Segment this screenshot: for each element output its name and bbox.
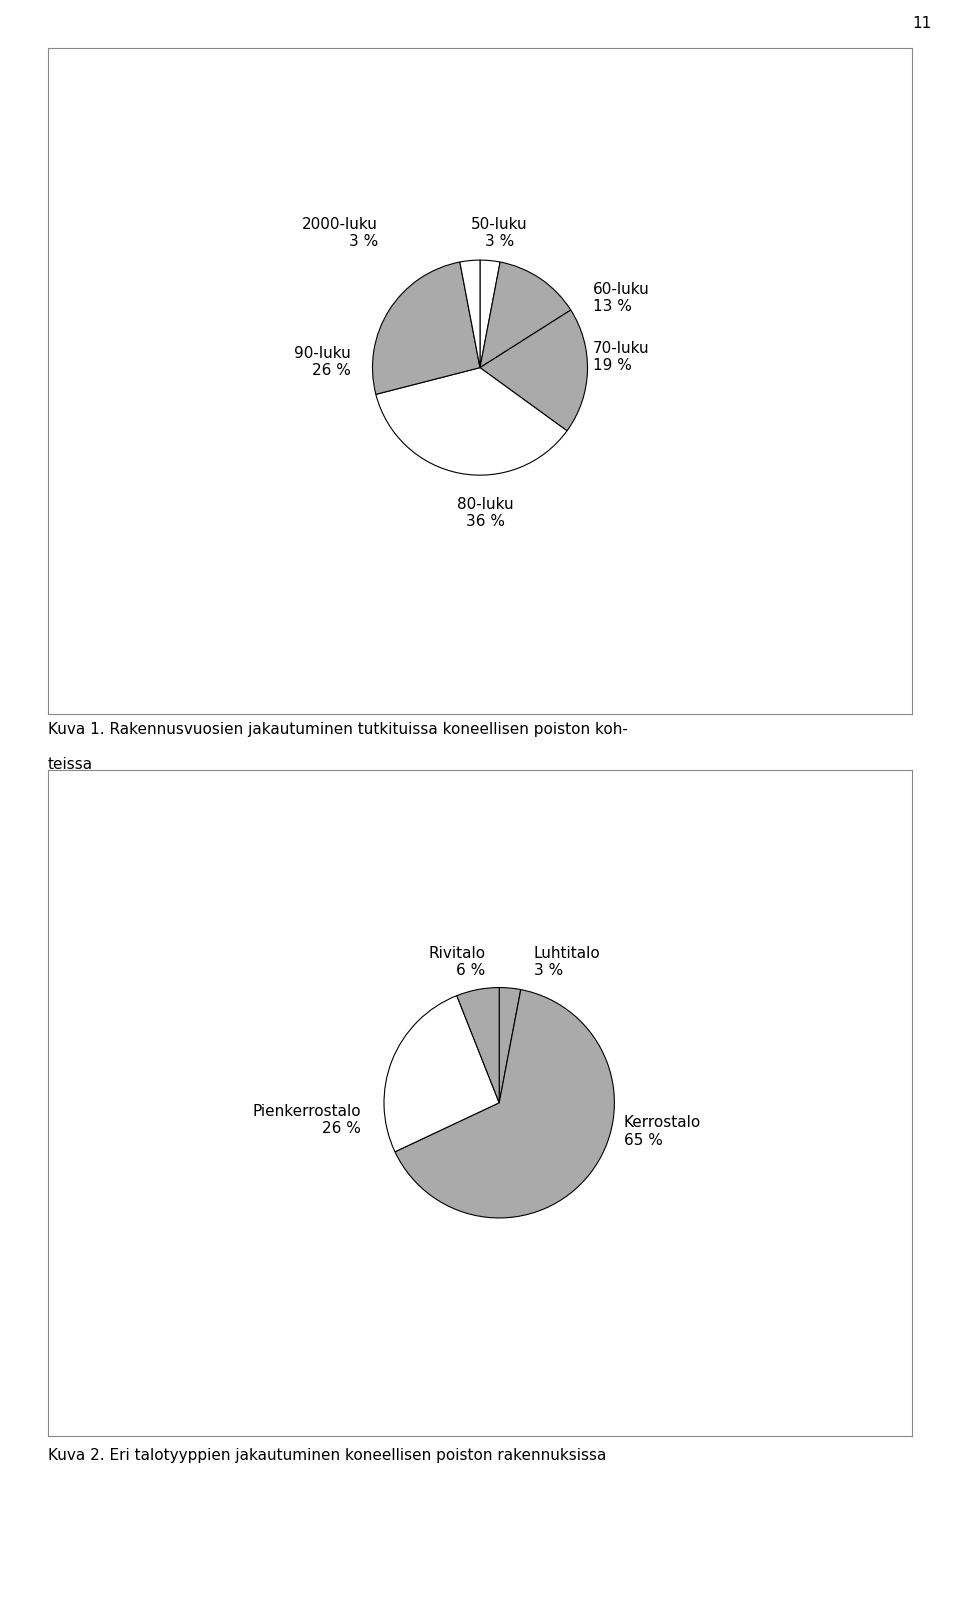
Wedge shape bbox=[460, 260, 480, 367]
Wedge shape bbox=[372, 261, 480, 395]
Wedge shape bbox=[480, 260, 500, 367]
Text: Kuva 1. Rakennusvuosien jakautuminen tutkituissa koneellisen poiston koh-: Kuva 1. Rakennusvuosien jakautuminen tut… bbox=[48, 722, 628, 736]
Text: Kerrostalo
65 %: Kerrostalo 65 % bbox=[624, 1115, 701, 1148]
Wedge shape bbox=[499, 988, 520, 1104]
Text: 60-luku
13 %: 60-luku 13 % bbox=[593, 282, 650, 314]
Text: Rivitalo
6 %: Rivitalo 6 % bbox=[428, 946, 486, 978]
Text: Kuva 2. Eri talotyyppien jakautuminen koneellisen poiston rakennuksissa: Kuva 2. Eri talotyyppien jakautuminen ko… bbox=[48, 1448, 607, 1463]
Text: 80-luku
36 %: 80-luku 36 % bbox=[457, 497, 514, 529]
Text: 50-luku
3 %: 50-luku 3 % bbox=[471, 217, 528, 250]
Wedge shape bbox=[480, 261, 571, 367]
Text: Luhtitalo
3 %: Luhtitalo 3 % bbox=[534, 946, 601, 978]
Text: Pienkerrostalo
26 %: Pienkerrostalo 26 % bbox=[252, 1104, 361, 1136]
Text: 90-luku
26 %: 90-luku 26 % bbox=[294, 346, 351, 379]
Text: 11: 11 bbox=[912, 16, 931, 30]
Text: 2000-luku
3 %: 2000-luku 3 % bbox=[302, 217, 378, 250]
Wedge shape bbox=[376, 367, 567, 475]
Wedge shape bbox=[384, 996, 499, 1152]
Wedge shape bbox=[457, 988, 499, 1104]
Wedge shape bbox=[480, 310, 588, 431]
Wedge shape bbox=[395, 990, 614, 1217]
Text: 70-luku
19 %: 70-luku 19 % bbox=[593, 340, 650, 374]
Text: teissa: teissa bbox=[48, 757, 93, 772]
